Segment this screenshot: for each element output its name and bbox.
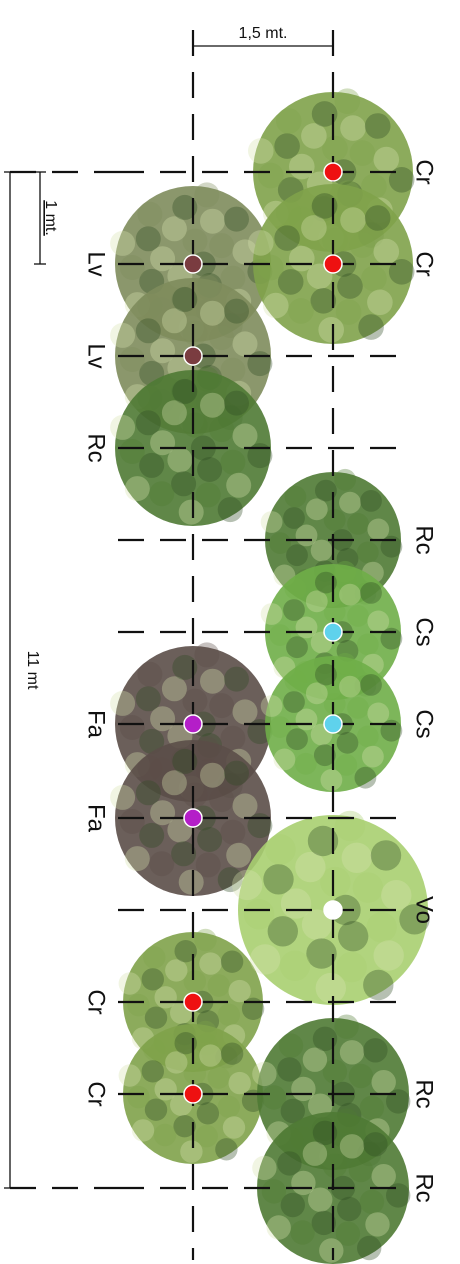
plant-spacing-label: 1 mt. xyxy=(42,200,59,236)
left-plant-label: Cr xyxy=(83,1081,110,1106)
left-plant-canopy xyxy=(110,366,273,526)
left-plant-marker xyxy=(183,254,203,274)
total-length-label: 11 mt xyxy=(24,651,41,690)
right-plant-marker xyxy=(323,714,343,734)
left-plant-label: Cr xyxy=(83,989,110,1014)
right-plant-label: Cr xyxy=(411,159,438,184)
dimension-lines: 1,5 mt. 11 mt 1 mt. xyxy=(4,25,334,1189)
right-plant-label: Vo xyxy=(411,896,438,924)
left-plant-label: Fa xyxy=(83,710,110,739)
right-plant-label: Cr xyxy=(411,251,438,276)
left-plant-label: Lv xyxy=(83,251,110,276)
right-plant-marker xyxy=(323,900,343,920)
left-plant-marker xyxy=(183,714,203,734)
right-plant-marker xyxy=(323,162,343,182)
left-plant-label: Rc xyxy=(83,433,110,462)
left-plant-label: Fa xyxy=(83,804,110,833)
right-plant-label: Rc xyxy=(411,1079,438,1108)
planting-points: Lv Lv Rc Fa Fa Cr Cr Cr Cr Rc Cs Cs Vo Rc Rc xyxy=(83,159,438,1202)
planting-grid xyxy=(10,30,412,1260)
row-spacing-label: 1,5 mt. xyxy=(239,25,288,42)
right-plant-label: Cs xyxy=(411,617,438,646)
right-plant-label: Cs xyxy=(411,709,438,738)
left-plant-label: Lv xyxy=(83,343,110,368)
right-plant-marker xyxy=(323,254,343,274)
right-plant-canopy xyxy=(247,180,415,344)
right-plant-label: Rc xyxy=(411,1173,438,1202)
right-plant-label: Rc xyxy=(411,525,438,554)
left-plant-marker xyxy=(183,808,203,828)
left-plant-marker xyxy=(183,1084,203,1104)
left-plant-marker xyxy=(183,992,203,1012)
left-plant-marker xyxy=(183,346,203,366)
right-plant-marker xyxy=(323,622,343,642)
